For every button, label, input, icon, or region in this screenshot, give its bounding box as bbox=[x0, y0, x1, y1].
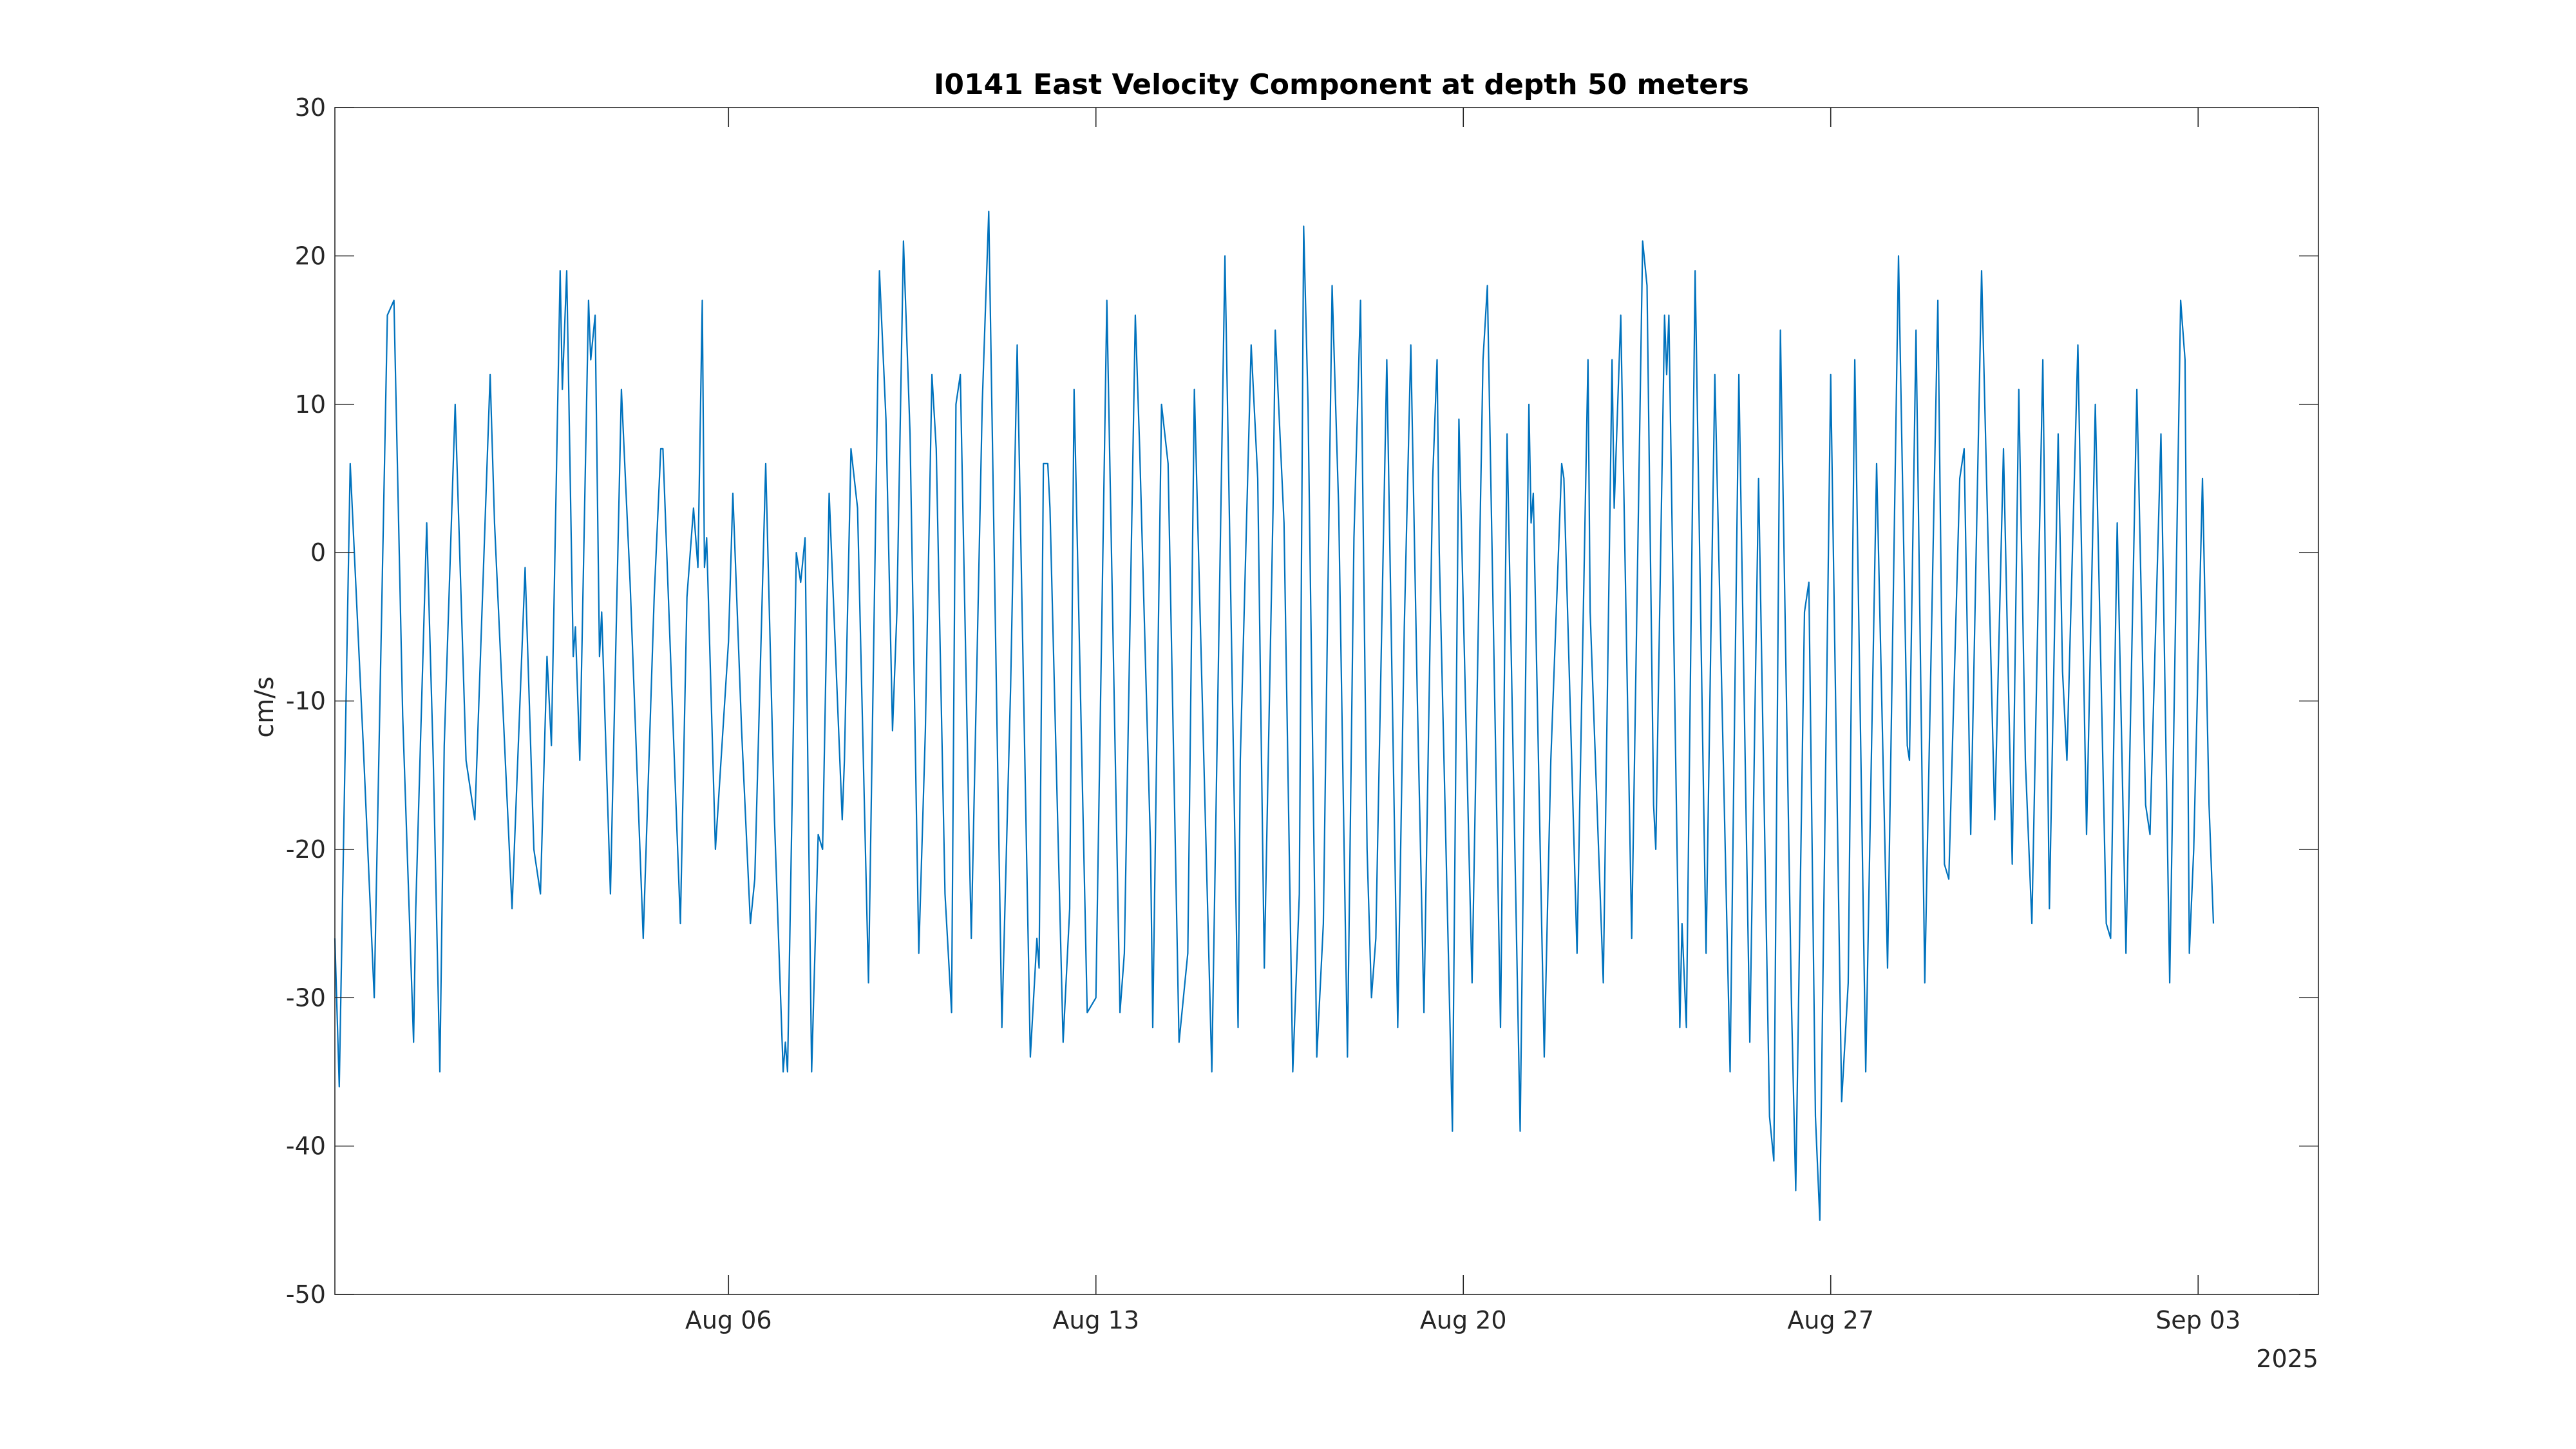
y-tick-label: -20 bbox=[286, 835, 326, 864]
y-tick-label: -10 bbox=[286, 687, 326, 715]
y-tick-label: -40 bbox=[286, 1132, 326, 1160]
y-tick-label: 10 bbox=[295, 390, 326, 419]
series-layer bbox=[334, 211, 2215, 1221]
plot-area: -50 -40 -30 -20 -10 0 10 20 30 Aug 06 Aug 13 Aug 20… bbox=[286, 93, 2319, 1334]
x-tick-label: Aug 20 bbox=[1420, 1306, 1507, 1334]
y-axis-label: cm/s bbox=[250, 676, 279, 737]
series-line-1 bbox=[334, 211, 2215, 1221]
y-tick-label: 0 bbox=[310, 538, 326, 567]
y-tick-label: -50 bbox=[286, 1280, 326, 1309]
y-tick-label: 30 bbox=[295, 93, 326, 122]
x-tick-label: Sep 03 bbox=[2155, 1306, 2240, 1334]
y-tick-label: -30 bbox=[286, 983, 326, 1012]
y-tick-label: 20 bbox=[295, 242, 326, 270]
x-tick-label: Aug 27 bbox=[1787, 1306, 1874, 1334]
chart-title: I0141 East Velocity Component at depth 5… bbox=[934, 68, 1749, 101]
axis-layer: -50 -40 -30 -20 -10 0 10 20 30 Aug 06 Aug 13 Aug 20… bbox=[286, 93, 2319, 1334]
x-axis-year-label: 2025 bbox=[2256, 1345, 2318, 1373]
x-tick-label: Aug 13 bbox=[1052, 1306, 1139, 1334]
x-tick-label: Aug 06 bbox=[685, 1306, 772, 1334]
